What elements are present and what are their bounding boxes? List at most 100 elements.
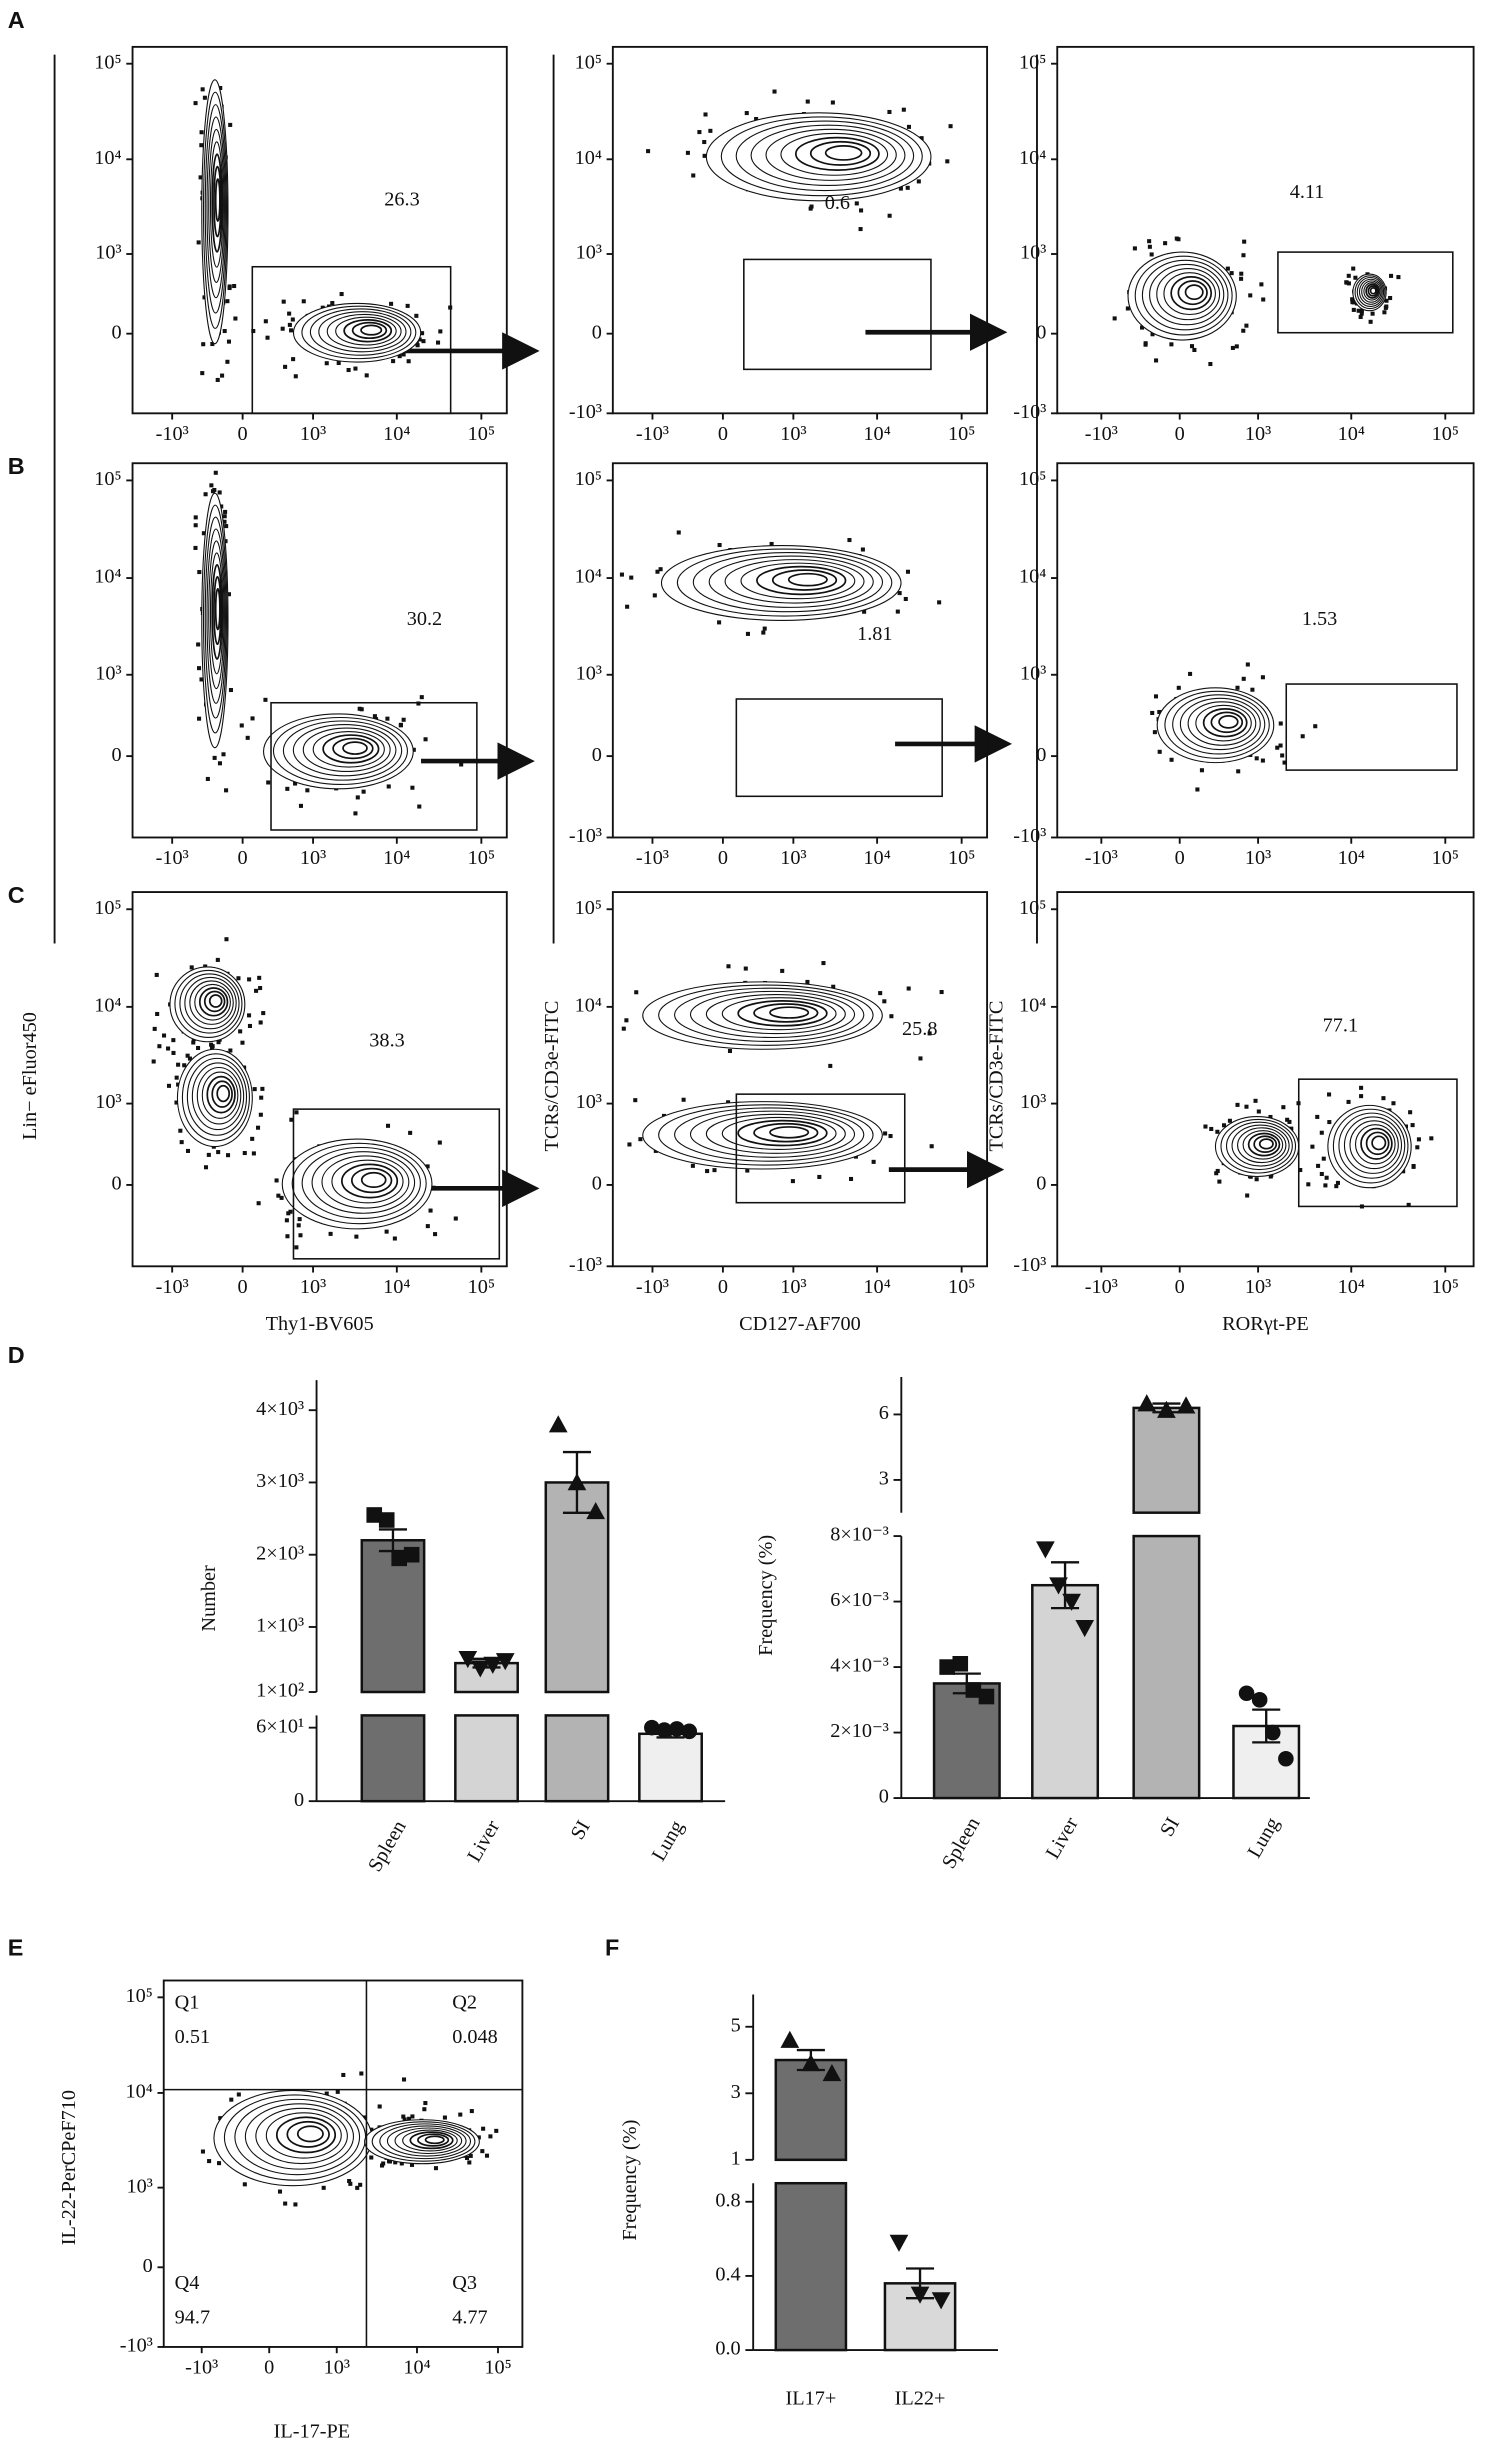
contour [209,552,224,675]
event-dot [196,240,201,245]
contour [1170,276,1213,311]
event-dot [425,1164,430,1169]
quadrant-name: Q1 [175,1992,200,2014]
contour [272,716,409,786]
event-dot [301,299,306,304]
point [822,2063,842,2082]
event-dot [251,328,256,334]
event-dot [229,2097,234,2102]
y-tick-label: 0 [111,1173,121,1195]
event-dot [423,2101,428,2106]
flow-plot: -10³ 0 10³ 10⁴ 10⁵ -10³ 0 10³ 10⁴ 10⁵ 25.8 CD127-AF… [541,891,989,1335]
bar [1031,1583,1100,1800]
event-dot [1346,1099,1351,1104]
y-tick-label: 5 [731,2014,741,2036]
event-dot [260,1086,265,1091]
event-dot [481,2126,486,2131]
point [495,1653,515,1671]
point [644,1719,660,1736]
event-dot [254,988,259,993]
event-dot [210,341,215,347]
event-dot [1359,308,1364,313]
point [548,1415,568,1433]
x-tick-label: -10³ [156,423,189,445]
event-dot [355,795,360,800]
contour [216,1084,231,1103]
contour [332,737,374,760]
event-dot [1408,1110,1413,1115]
event-dot [906,124,912,129]
contour [301,305,417,360]
event-dot [1321,1156,1326,1161]
event-dot [1281,1105,1286,1110]
event-dot [1174,236,1179,241]
event-dot [1235,685,1240,690]
event-dot [200,371,205,376]
event-dot [247,977,252,982]
contour [740,562,856,600]
event-dot [293,374,298,379]
contour [204,104,227,314]
event-dot [634,990,639,995]
event-dot [1244,1104,1249,1109]
event-dot [1199,768,1204,773]
x-tick-label: 10⁵ [948,847,975,869]
event-dot [1195,787,1200,792]
contour [1134,255,1233,336]
event-dot [1254,1177,1259,1182]
event-dot [236,976,241,981]
event-dot [171,1050,176,1055]
event-dot [828,1063,833,1068]
event-dot [291,357,296,362]
event-dot [703,112,708,117]
event-dot [1239,271,1244,276]
event-dot [887,109,892,114]
contour [214,178,221,223]
event-dot [187,1056,192,1061]
y-tick-label: 10³ [1020,242,1046,264]
event-dot [1150,710,1155,715]
event-dot [1278,743,1283,748]
y-tick-label: 6×10¹ [256,1715,304,1737]
x-tick-label: 10⁴ [1338,847,1365,869]
contour [394,2127,463,2155]
event-dot [397,354,402,359]
event-dot [250,716,255,721]
event-dot [277,2189,283,2194]
contour [1242,1130,1284,1160]
gate-value: 77.1 [1323,1014,1358,1036]
x-tick-label: 10⁴ [863,423,890,445]
event-dot [389,301,394,306]
event-dot [423,737,428,742]
event-dot [1327,1092,1332,1097]
x-tick-label: 10⁵ [948,423,975,445]
contour [1210,711,1244,734]
contour [674,1107,865,1162]
y-tick-label: 0 [592,744,602,766]
event-dot [199,677,204,682]
event-dot [858,227,863,232]
contour [321,1155,410,1209]
event-dot [1248,293,1253,298]
contour [350,1167,393,1194]
x-tick-label: -10³ [156,1276,189,1298]
event-dot [1225,266,1230,271]
flow-plot: -10³ 0 10³ 10⁴ 10⁵ -10³ 0 10³ 10⁴ 10⁵ 77.1 RORγt-PE… [986,891,1475,1335]
event-dot [809,204,814,209]
event-dot [381,2161,386,2166]
flow-plot: -10³ 0 10³ 10⁴ 10⁵ 0 10³ 10⁴ 10⁵ 26.3 [94,45,508,445]
y-tick-label: 10⁴ [1019,147,1046,169]
event-dot [903,596,908,602]
gate [1277,251,1454,334]
contour [196,1066,242,1125]
event-dot [1256,1109,1261,1114]
y-tick-label: 10⁵ [94,51,121,73]
event-dot [213,470,218,475]
quadrant-name: Q3 [452,2272,477,2294]
event-dot [222,514,227,519]
contour [211,153,223,253]
x-tick-label: 10⁴ [403,2356,430,2378]
event-dot [233,316,238,321]
event-dot [854,201,859,206]
event-dot [887,213,892,218]
